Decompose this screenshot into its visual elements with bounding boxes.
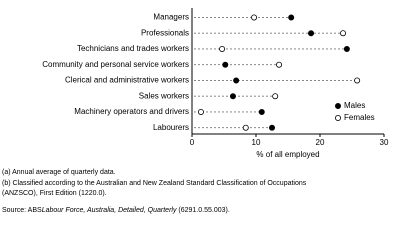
footnote: (b) Classified according to the Australi… [2, 180, 307, 187]
source-title: Labour Force, Australia, Detailed, Quart… [42, 207, 177, 214]
dot [229, 93, 236, 100]
dot [268, 124, 275, 131]
dot [276, 61, 283, 68]
dot [222, 61, 229, 68]
y-tick-label: Community and personal service workers [42, 60, 189, 69]
x-tick-label: 30 [380, 138, 389, 147]
y-tick-label: Labourers [153, 123, 189, 132]
legend-marker [334, 115, 341, 122]
y-tick-label: Sales workers [139, 91, 189, 100]
chart: (a) Annual average of quarterly data. (b… [2, 8, 389, 214]
dot [308, 30, 315, 37]
source-prefix: Source: ABS [2, 207, 42, 214]
dot [219, 45, 226, 52]
y-tick-label: Machinery operators and drivers [74, 107, 189, 116]
dot [242, 124, 249, 131]
y-tick-label: Clerical and administrative workers [65, 76, 189, 85]
source: Source: ABSLabour Force, Australia, Deta… [2, 207, 230, 214]
legend-marker [334, 103, 341, 110]
y-tick-label: Technicians and trades workers [77, 44, 189, 53]
dot [258, 108, 265, 115]
x-tick-label: 0 [190, 138, 195, 147]
dot [340, 30, 347, 37]
y-tick-label: Professionals [141, 28, 189, 37]
dot [251, 14, 258, 21]
footnote: (a) Annual average of quarterly data. [2, 169, 116, 176]
y-tick-label: Managers [153, 13, 189, 22]
x-tick-label: 10 [252, 138, 261, 147]
dot [343, 45, 350, 52]
source-suffix: (6291.0.55.003). [176, 207, 229, 214]
footnote: (ANZSCO), First Edition (1220.0). [2, 190, 107, 197]
dot [288, 14, 295, 21]
legend-label: Females [344, 113, 375, 122]
dot [272, 93, 279, 100]
x-tick-label: 20 [316, 138, 325, 147]
dot [197, 108, 204, 115]
legend-label: Males [344, 101, 365, 110]
dot [233, 77, 240, 84]
x-axis-label: % of all employed [256, 150, 319, 159]
dot [354, 77, 361, 84]
